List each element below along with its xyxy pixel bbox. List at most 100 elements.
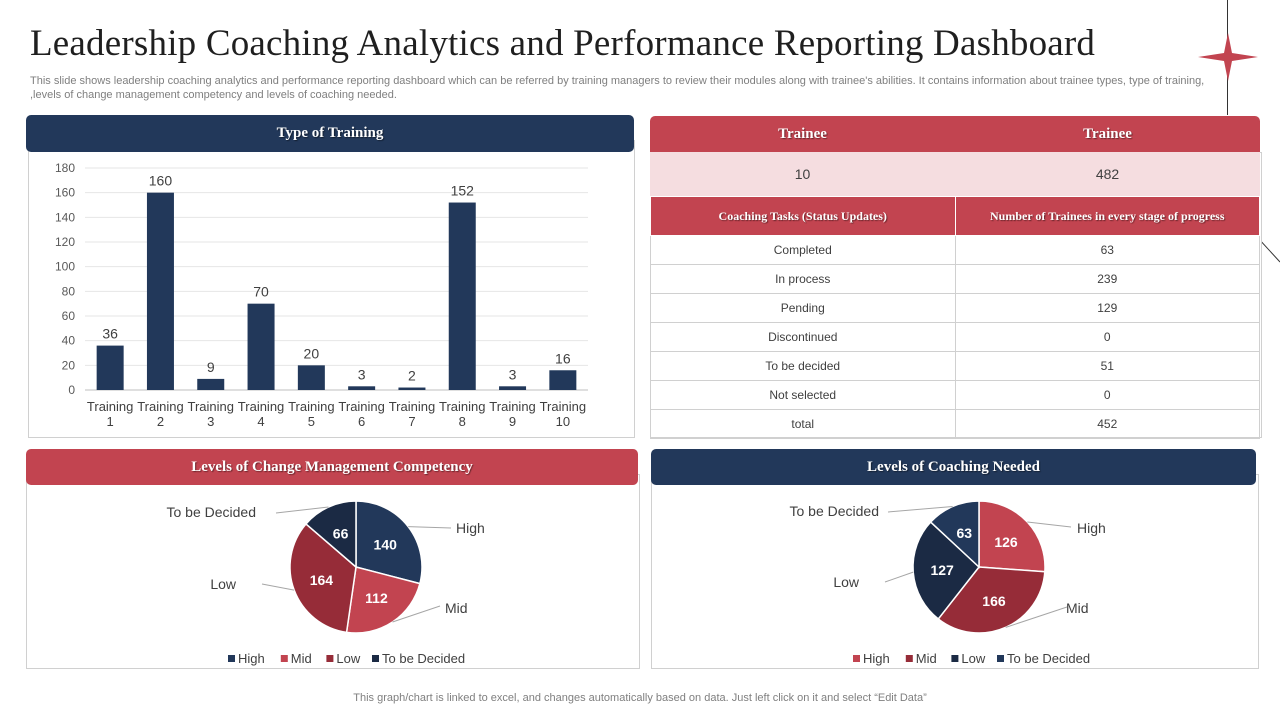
legend-swatch [997,655,1004,662]
table-row: To be decided 51 [650,351,1260,381]
legend-swatch [280,655,288,662]
bar-value-label: 3 [358,366,366,382]
slice-value-label: 66 [333,525,349,541]
coaching-panel-header: Levels of Coaching Needed [651,449,1256,485]
slice-value-label: 166 [982,593,1006,609]
y-tick-label: 160 [55,186,75,200]
bar[interactable] [297,365,325,390]
trainee-header-2: Trainee [1083,126,1132,142]
competency-panel-header: Levels of Change Management Competency [26,449,638,485]
slice-name-label: To be Decided [166,504,256,520]
legend-swatch [853,655,860,662]
bar[interactable] [197,378,225,390]
legend-swatch [228,655,235,662]
bar[interactable] [499,386,527,390]
table-cell-status: Pending [650,293,956,323]
trainee-header-row: Trainee Trainee [650,116,1260,152]
table-header-tasks: Coaching Tasks (Status Updates) [650,196,956,236]
bar[interactable] [96,345,124,390]
slice-value-label: 127 [930,562,954,578]
x-tick-label: Training 9 [489,399,535,429]
y-tick-label: 140 [55,210,75,224]
slice-value-label: 164 [310,572,334,588]
training-bar-chart[interactable]: 0 20 40 60 80 100 120 140 160 180 36 Training 1 160 Tr… [30,155,630,433]
x-tick-label: Training 3 [188,399,234,429]
pie-slice[interactable] [929,500,980,569]
pie-slice[interactable] [345,566,421,634]
bar[interactable] [146,192,174,390]
callout-line [1027,521,1072,528]
table-row: Pending 129 [650,293,1260,323]
slice-name-label: Low [210,576,237,592]
coaching-tasks-table: Coaching Tasks (Status Updates) Number o… [650,196,1260,439]
trainee-value-2: 482 [1095,166,1120,182]
trainee-values-row: 10 482 [650,152,1260,196]
y-tick-label: 40 [62,334,76,348]
table-cell-count: 0 [954,322,1260,352]
callout-line [392,605,441,623]
legend-swatch [372,655,379,662]
star-icon [1198,33,1258,81]
bar-value-label: 36 [102,326,118,342]
bar-value-label: 16 [555,350,571,366]
slice-name-label: To be Decided [789,503,879,519]
legend-label: To be Decided [1007,651,1090,666]
pie-slice[interactable] [355,500,423,585]
table-cell-status: Not selected [650,380,956,410]
table-cell-status: total [650,409,956,439]
slice-value-label: 126 [994,534,1018,550]
bar[interactable] [398,387,426,390]
y-tick-label: 0 [68,383,75,397]
callout-line [261,583,295,591]
table-row: Not selected 0 [650,380,1260,410]
y-tick-label: 60 [62,309,76,323]
x-tick-label: Training 5 [288,399,334,429]
table-cell-status: To be decided [650,351,956,381]
pie-slice[interactable] [978,500,1046,573]
bar[interactable] [448,202,476,390]
callout-line [887,505,953,513]
bar[interactable] [549,370,577,390]
callout-line [884,571,914,583]
pie-slice[interactable] [912,520,981,620]
pie-slice[interactable] [304,500,357,569]
slice-name-label: High [456,520,485,536]
slice-name-label: Mid [445,600,468,616]
legend-label: Low [336,651,360,666]
bar-value-label: 2 [408,368,416,384]
table-row: Discontinued 0 [650,322,1260,352]
pie-slice[interactable] [289,522,357,634]
table-cell-count: 0 [954,380,1260,410]
y-tick-label: 120 [55,235,75,249]
table-row: total 452 [650,409,1260,439]
coaching-pie-chart[interactable]: 126 High 166 Mid 127 Low 63 To be Decided High Mi… [653,488,1255,666]
table-row: In process 239 [650,264,1260,294]
training-panel [28,140,635,438]
table-cell-count: 452 [954,409,1260,439]
footer-note: This graph/chart is linked to excel, and… [353,692,927,704]
legend-label: Mid [916,651,937,666]
legend-swatch [326,655,334,662]
y-tick-label: 20 [62,358,76,372]
legend-label: To be Decided [382,651,465,666]
x-tick-label: Training 4 [238,399,284,429]
slice-name-label: High [1077,520,1106,536]
slice-value-label: 63 [956,525,972,541]
table-row: Completed 63 [650,235,1260,265]
slice-name-label: Low [833,574,860,590]
table-cell-count: 129 [954,293,1260,323]
callout-line [408,526,452,529]
callout-line [1005,606,1068,628]
x-tick-label: Training 1 [87,399,133,429]
bar[interactable] [247,303,275,390]
table-cell-status: In process [650,264,956,294]
legend-label: High [238,651,265,666]
table-cell-count: 51 [954,351,1260,381]
competency-pie-chart[interactable]: 140 High 112 Mid 164 Low 66 To be Decided High Mi… [28,488,636,666]
legend-label: Mid [291,651,312,666]
bar[interactable] [348,386,376,390]
bar-value-label: 152 [451,183,475,199]
bar-value-label: 160 [149,173,173,189]
bar-value-label: 3 [509,366,517,382]
legend-swatch [951,655,959,662]
